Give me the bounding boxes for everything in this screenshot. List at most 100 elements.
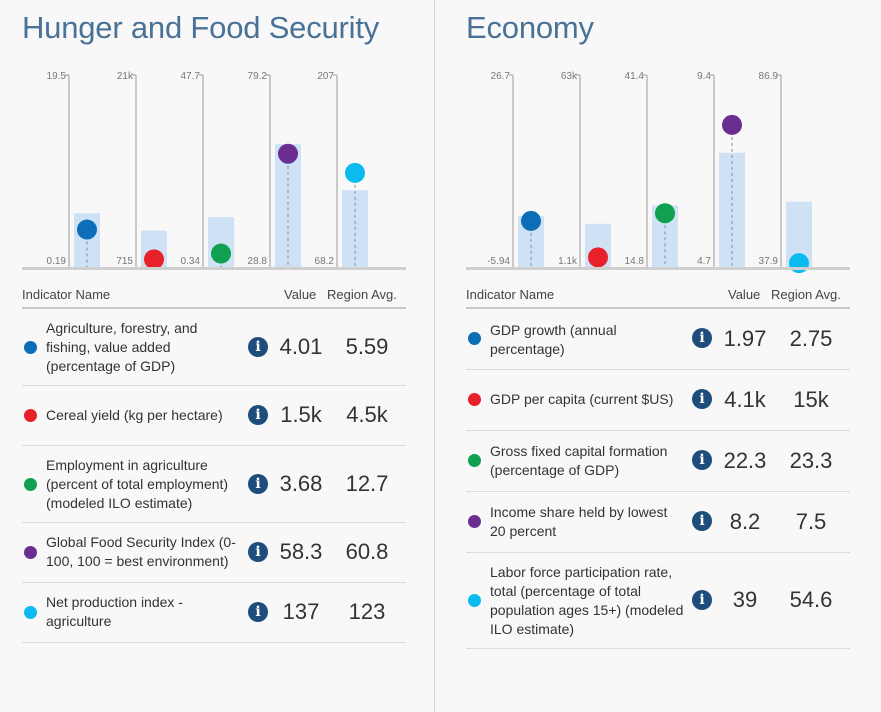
- region-avg-value: 60.8: [345, 539, 389, 564]
- header-indicator-name: Indicator Name: [466, 287, 555, 302]
- info-icon[interactable]: i: [692, 511, 712, 531]
- series-color-dot: [468, 454, 481, 467]
- region-avg-value: 5.59: [345, 334, 389, 359]
- value-marker: [521, 210, 541, 231]
- value-marker: [345, 162, 365, 183]
- indicator-name: Agriculture, forestry, and fishing, valu…: [46, 320, 198, 374]
- chart-baseline: [22, 267, 406, 270]
- series-color-dot: [468, 332, 481, 345]
- indicator-name: Global Food Security Index (0-100, 100 =…: [46, 534, 236, 569]
- table-row: Labor force participation rate, total (p…: [466, 553, 850, 649]
- region-avg-value: 7.5: [795, 509, 827, 534]
- panel-title: Economy: [466, 10, 594, 45]
- table-row: Gross fixed capital formation (percentag…: [466, 431, 850, 492]
- info-icon[interactable]: i: [248, 405, 268, 425]
- indicator-name: Income share held by lowest 20 percent: [490, 504, 668, 539]
- table-row: GDP per capita (current $US) i 4.1k 15k: [466, 370, 850, 431]
- region-avg-value: 123: [348, 599, 386, 624]
- series-color-dot: [24, 478, 37, 491]
- table-header: Indicator Name Value Region Avg.: [22, 287, 406, 309]
- indicator-value: 3.68: [279, 471, 323, 496]
- scale-min-label: 28.8: [248, 256, 268, 267]
- header-region-avg: Region Avg.: [771, 287, 841, 302]
- scale-max-label: 41.4: [625, 71, 645, 82]
- table-header: Indicator Name Value Region Avg.: [466, 287, 850, 309]
- indicator-name: Labor force participation rate, total (p…: [490, 564, 684, 637]
- series-color-dot: [24, 606, 37, 619]
- series-color-dot: [468, 594, 481, 607]
- value-marker: [588, 247, 608, 268]
- scale-max-label: 19.5: [47, 71, 67, 82]
- indicator-value: 1.5k: [280, 402, 322, 427]
- chart-baseline: [466, 267, 850, 270]
- header-value: Value: [728, 287, 761, 302]
- table-row: Employment in agriculture (percent of to…: [22, 446, 406, 523]
- panel-economy: Economy 26.7 -5.94 63k 1.1k 41.4 14.8 9.4 4.7 86…: [466, 0, 850, 712]
- indicator-name: Net production index - agriculture: [46, 594, 183, 629]
- indicator-name: Gross fixed capital formation (percentag…: [490, 443, 668, 478]
- indicator-value: 39: [732, 587, 758, 612]
- scale-min-label: 4.7: [697, 256, 711, 267]
- scale-min-label: 715: [116, 256, 133, 267]
- scale-max-label: 21k: [117, 71, 134, 82]
- region-avg-value: 15k: [793, 387, 829, 412]
- indicator-name: Cereal yield (kg per hectare): [46, 407, 223, 423]
- region-avg-value: 4.5k: [346, 402, 388, 427]
- value-marker: [722, 114, 742, 135]
- info-icon[interactable]: i: [248, 474, 268, 494]
- series-color-dot: [468, 515, 481, 528]
- indicator-table: Agriculture, forestry, and fishing, valu…: [22, 309, 406, 643]
- indicator-name: GDP growth (annual percentage): [490, 322, 617, 357]
- table-row: Income share held by lowest 20 percent i…: [466, 492, 850, 553]
- panel-divider: [434, 0, 435, 712]
- indicator-value: 4.01: [279, 334, 323, 359]
- scale-max-label: 26.7: [491, 71, 511, 82]
- scale-max-label: 207: [317, 71, 334, 82]
- region-avg-value: 54.6: [789, 587, 833, 612]
- scale-max-label: 86.9: [759, 71, 779, 82]
- indicator-value: 8.2: [729, 509, 761, 534]
- info-icon[interactable]: i: [692, 389, 712, 409]
- header-indicator-name: Indicator Name: [22, 287, 111, 302]
- table-row: Agriculture, forestry, and fishing, valu…: [22, 309, 406, 386]
- scale-max-label: 9.4: [697, 71, 711, 82]
- indicator-value: 22.3: [723, 448, 767, 473]
- info-icon[interactable]: i: [248, 602, 268, 622]
- panel-hunger-food-security: Hunger and Food Security 19.5 0.19 21k 715 4…: [22, 0, 406, 712]
- scale-max-label: 79.2: [248, 71, 268, 82]
- header-region-avg: Region Avg.: [327, 287, 397, 302]
- table-row: GDP growth (annual percentage) i 1.97 2.…: [466, 309, 850, 370]
- info-icon[interactable]: i: [692, 328, 712, 348]
- value-marker: [144, 249, 164, 270]
- scale-min-label: -5.94: [487, 256, 510, 267]
- region-avg-value: 23.3: [789, 448, 833, 473]
- indicator-value: 58.3: [279, 539, 323, 564]
- indicator-value: 4.1k: [724, 387, 766, 412]
- scale-min-label: 0.19: [47, 256, 67, 267]
- info-icon[interactable]: i: [692, 450, 712, 470]
- value-marker: [278, 143, 298, 164]
- info-icon[interactable]: i: [692, 590, 712, 610]
- table-row: Cereal yield (kg per hectare) i 1.5k 4.5…: [22, 386, 406, 446]
- value-marker: [789, 253, 809, 274]
- indicator-value: 1.97: [723, 326, 767, 351]
- panel-title: Hunger and Food Security: [22, 10, 380, 45]
- series-color-dot: [24, 341, 37, 354]
- header-value: Value: [284, 287, 317, 302]
- scale-max-label: 63k: [561, 71, 578, 82]
- indicator-name: Employment in agriculture (percent of to…: [46, 457, 229, 511]
- table-row: Net production index - agriculture i 137…: [22, 583, 406, 643]
- value-marker: [211, 243, 231, 264]
- info-icon[interactable]: i: [248, 542, 268, 562]
- scale-min-label: 0.34: [181, 256, 201, 267]
- region-avg-value: 12.7: [345, 471, 389, 496]
- indicator-value: 137: [282, 599, 320, 624]
- info-icon[interactable]: i: [248, 337, 268, 357]
- indicator-chart: 26.7 -5.94 63k 1.1k 41.4 14.8 9.4 4.7 86.9 37.9: [466, 71, 850, 274]
- indicator-chart: 19.5 0.19 21k 715 47.7 0.34 79.2 28.8 207 68.2: [22, 71, 406, 270]
- value-marker: [655, 203, 675, 224]
- scale-max-label: 47.7: [181, 71, 201, 82]
- series-color-dot: [24, 409, 37, 422]
- scale-min-label: 68.2: [315, 256, 335, 267]
- indicator-table: GDP growth (annual percentage) i 1.97 2.…: [466, 309, 850, 649]
